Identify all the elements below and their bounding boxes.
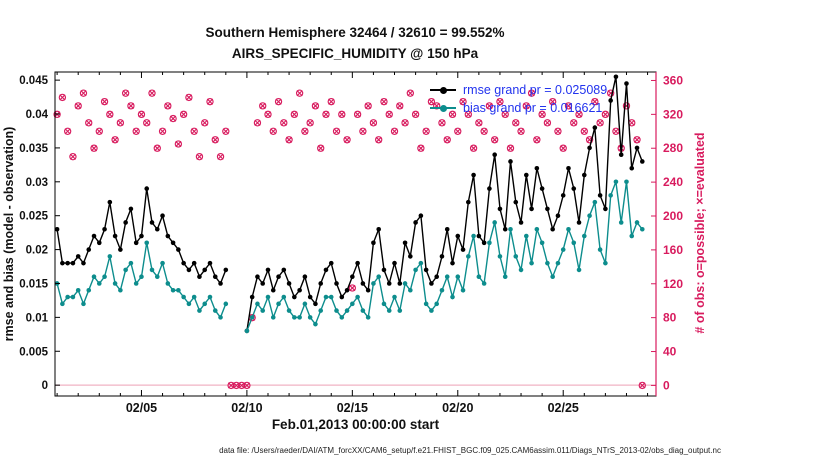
svg-text:0.01: 0.01: [26, 312, 49, 324]
data-file-caption: data file: /Users/raeder/DAI/ATM_forcXX/…: [219, 446, 721, 455]
series-bias: [54, 179, 645, 334]
svg-text:120: 120: [663, 277, 683, 291]
svg-text:02/15: 02/15: [337, 401, 368, 415]
legend-label-rmse: rmse grand pr = 0.025089: [463, 83, 608, 97]
svg-text:0.005: 0.005: [19, 346, 48, 358]
svg-text:0.02: 0.02: [26, 245, 48, 257]
svg-text:0.015: 0.015: [19, 278, 48, 290]
chart-title: Southern Hemisphere 32464 / 32610 = 99.5…: [40, 22, 670, 64]
svg-text:02/05: 02/05: [126, 401, 157, 415]
svg-text:02/25: 02/25: [548, 401, 579, 415]
svg-text:360: 360: [663, 73, 683, 87]
svg-text:280: 280: [663, 141, 683, 155]
svg-text:0: 0: [42, 380, 48, 392]
x-axis-label: Feb.01,2013 00:00:00 start: [271, 417, 440, 432]
svg-text:0.025: 0.025: [19, 211, 48, 223]
svg-text:240: 240: [663, 175, 683, 189]
chart-title-line2: AIRS_SPECIFIC_HUMIDITY @ 150 hPa: [231, 46, 479, 61]
svg-text:0.03: 0.03: [26, 177, 48, 189]
svg-text:0.04: 0.04: [26, 109, 49, 121]
svg-text:0.045: 0.045: [19, 75, 48, 87]
legend-entry-rmse: rmse grand pr = 0.025089: [430, 81, 607, 99]
series-rmse: [54, 74, 645, 334]
chart-title-line1: Southern Hemisphere 32464 / 32610 = 99.5…: [205, 25, 505, 40]
svg-text:02/10: 02/10: [231, 401, 262, 415]
svg-text:0.035: 0.035: [19, 143, 48, 155]
legend-label-bias: bias grand pr = 0.016621: [463, 101, 603, 115]
svg-text:02/20: 02/20: [442, 401, 473, 415]
axes: 0 0.005 0.01 0.015 0.02 0.025 0.03 0.035 0.04 0.0…: [19, 71, 683, 415]
y-axis-label-right: # of obs: o=possible; ×=evaluated: [693, 132, 707, 334]
svg-text:80: 80: [663, 311, 677, 325]
legend-sample-bias: [430, 104, 456, 113]
legend-dot-rmse: [439, 86, 447, 94]
svg-text:0: 0: [663, 378, 670, 392]
y-axis-label-left: rmse and bias (model - observation): [2, 126, 16, 342]
svg-text:200: 200: [663, 209, 683, 223]
legend-dot-bias: [439, 104, 447, 112]
svg-text:160: 160: [663, 243, 683, 257]
legend: rmse grand pr = 0.025089 bias grand pr =…: [430, 81, 607, 117]
svg-text:40: 40: [663, 345, 677, 359]
legend-entry-bias: bias grand pr = 0.016621: [430, 99, 607, 117]
legend-sample-rmse: [430, 86, 456, 95]
svg-text:320: 320: [663, 107, 683, 121]
series-obs: [53, 89, 646, 390]
